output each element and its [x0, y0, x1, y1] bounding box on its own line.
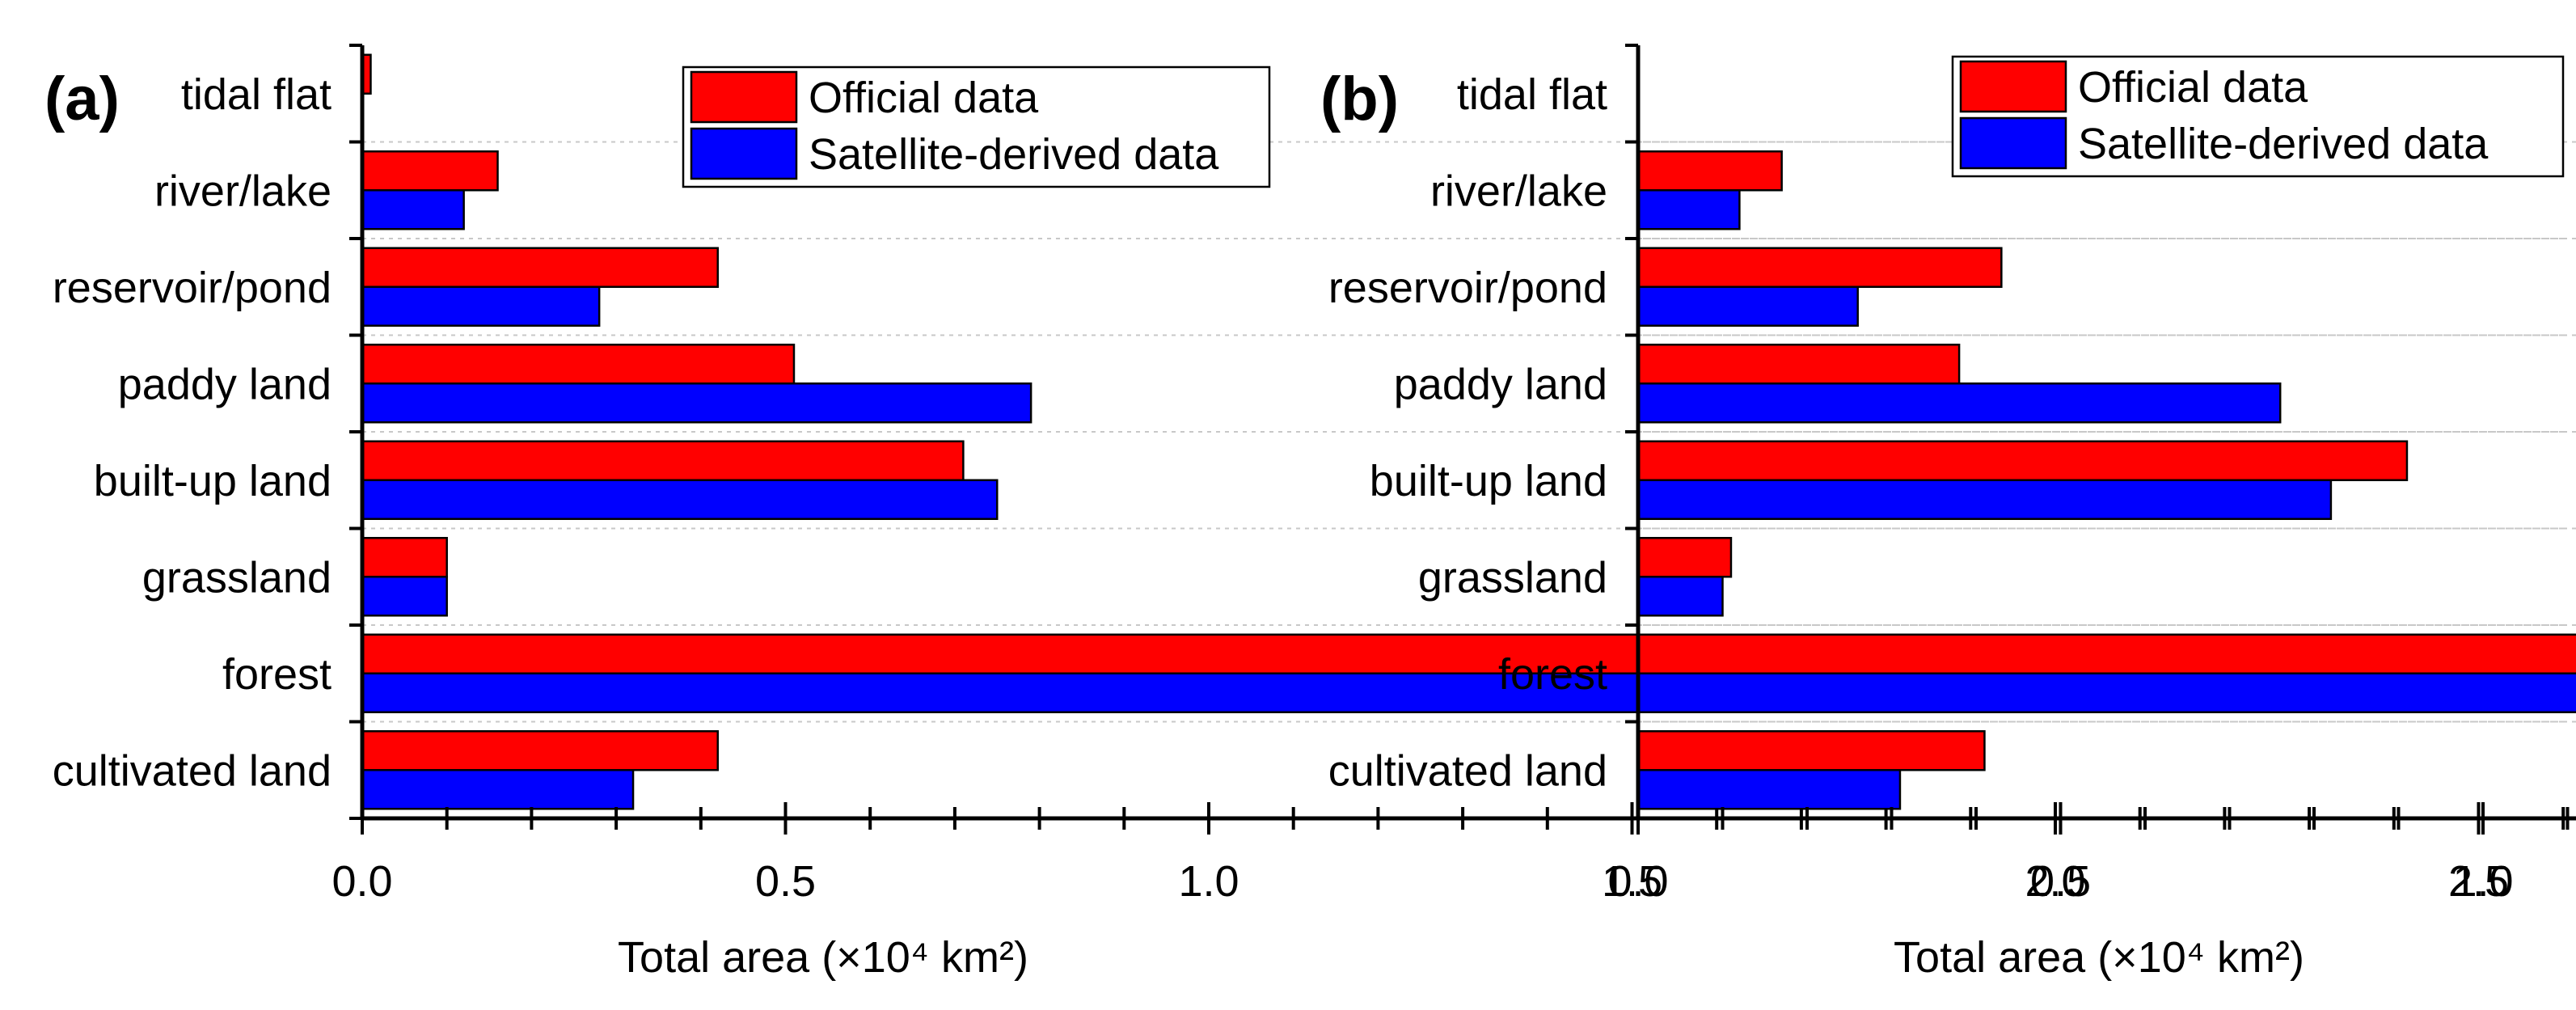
x-tick-label: 0.5: [2030, 857, 2091, 906]
legend-swatch: [690, 70, 798, 124]
category-label: river/lake: [1430, 167, 1607, 215]
legend-swatch: [690, 127, 798, 180]
bar-official: [1636, 633, 2576, 674]
category-label: reservoir/pond: [1328, 264, 1607, 312]
category-label: forest: [222, 650, 332, 699]
legend-label: Satellite-derived data: [809, 130, 1219, 179]
bar-satellite: [1636, 285, 1859, 327]
legend: Official data Satellite-derived data: [1951, 55, 2565, 178]
category-label: built-up land: [94, 457, 332, 505]
x-tick-label: 1.0: [1178, 857, 1239, 906]
bar-satellite: [361, 285, 601, 327]
bar-official: [361, 150, 499, 192]
x-tick-label: 1.0: [2452, 857, 2513, 906]
category-label: tidal flat: [181, 70, 332, 119]
bar-satellite: [1636, 576, 1724, 617]
bar-official: [361, 537, 448, 578]
category-label: forest: [1498, 650, 1607, 699]
bar-official: [361, 440, 965, 481]
category-label: river/lake: [154, 167, 332, 215]
x-tick-label: 2.0: [2025, 857, 2085, 906]
panel-label: (b): [1320, 65, 1399, 133]
panel-label: (a): [44, 65, 120, 133]
legend-label: Satellite-derived data: [2078, 120, 2489, 168]
bar-satellite: [361, 769, 635, 810]
category-label: cultivated land: [53, 746, 332, 795]
x-tick-label: 1.5: [1602, 857, 1662, 906]
category-label: grassland: [1418, 553, 1607, 602]
legend-label: Official data: [809, 74, 1039, 122]
bar-satellite: [1636, 382, 2282, 424]
bar-official: [361, 344, 796, 385]
x-tick-label: 0.0: [1607, 857, 1668, 906]
bar-satellite: [361, 382, 1033, 424]
bar-satellite: [361, 479, 999, 520]
category-label: grassland: [142, 553, 332, 602]
x-axis-label: Total area (×10⁴ km²): [1894, 933, 2304, 982]
x-tick-label: 0.0: [332, 857, 392, 906]
bar-official: [1636, 730, 1986, 771]
category-label: built-up land: [1370, 457, 1607, 505]
category-label: paddy land: [1394, 360, 1607, 408]
x-tick-label: 2.5: [2448, 857, 2509, 906]
category-label: paddy land: [118, 360, 332, 408]
bar-satellite: [1636, 479, 2333, 520]
bar-satellite: [361, 189, 465, 230]
bar-official: [1636, 344, 1961, 385]
bar-official: [1636, 150, 1783, 192]
bar-official: [1636, 247, 2003, 288]
legend-swatch: [1959, 116, 2067, 170]
legend-label: Official data: [2078, 63, 2308, 112]
x-axis-label: Total area (×10⁴ km²): [618, 933, 1028, 982]
legend-swatch: [1959, 60, 2067, 113]
bar-official: [1636, 440, 2409, 481]
bar-satellite: [1636, 769, 1902, 810]
bar-satellite: [361, 576, 448, 617]
bar-satellite: [1636, 672, 2576, 713]
category-label: tidal flat: [1457, 70, 1607, 119]
legend: Official data Satellite-derived data: [682, 66, 1271, 188]
bar-official: [361, 730, 719, 771]
bar-satellite: [1636, 189, 1741, 230]
bar-official: [1636, 537, 1733, 578]
category-label: reservoir/pond: [53, 264, 332, 312]
x-tick-label: 0.5: [755, 857, 816, 906]
bar-official: [361, 247, 719, 288]
chart-panel-b: tidal flat river/lake reservoir/pond paddy …: [1320, 44, 2576, 982]
category-label: cultivated land: [1328, 746, 1607, 795]
